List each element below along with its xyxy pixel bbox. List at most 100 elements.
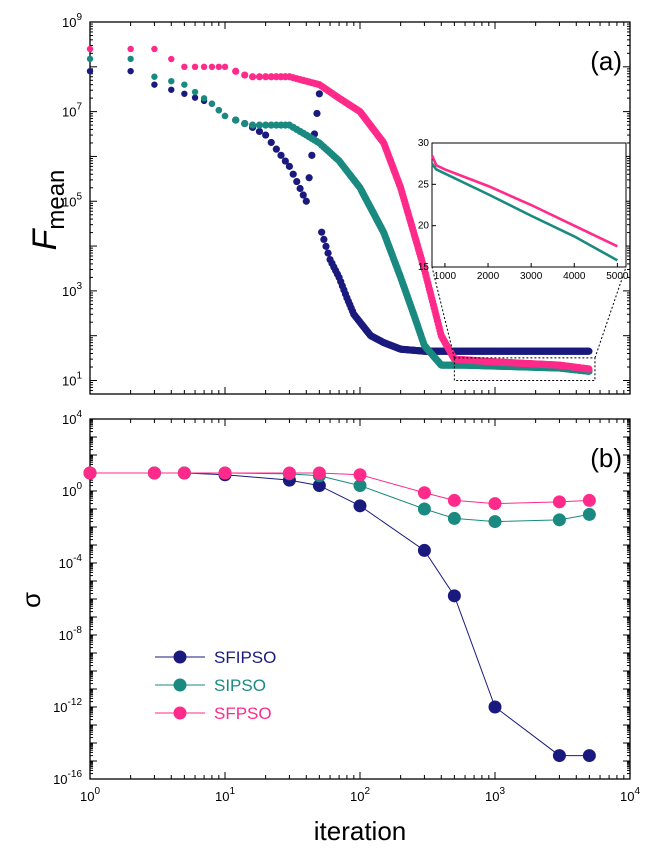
panel-a-point-sfipso [151, 81, 158, 88]
zoom-box [453, 357, 596, 382]
panel-a-label: (a) [590, 46, 622, 76]
inset-x-tick-label: 4000 [563, 271, 586, 282]
panel-b-series [83, 466, 596, 763]
panel-a-point-sfpso [585, 365, 593, 373]
y-tick-label-exp: 5 [76, 191, 82, 202]
panel-a-point-sfipso [86, 67, 94, 75]
x-tick-label: 100 [80, 786, 100, 804]
inset-x-tick-label: 3000 [520, 271, 543, 282]
zoom-connector-left [431, 266, 455, 358]
panel-a-point-sfipso [127, 67, 134, 75]
panel-b-marker-sfpso [488, 497, 502, 511]
panel-a-point-sfipso [322, 242, 330, 250]
legend-label-sipso: SIPSO [214, 676, 266, 695]
inset-y-tick-label: 25 [418, 179, 430, 190]
y-tick-label-base: 10 [53, 772, 67, 787]
panel-b-marker-sfpso [282, 466, 296, 480]
panel-b-marker-sfpso [83, 466, 97, 480]
panel-a-point-sfpso [86, 45, 94, 53]
panel-a-point-sfipso [585, 347, 593, 355]
panel-b-y-axis-title: σ [16, 592, 46, 608]
panel-a-point-sfipso [272, 145, 280, 153]
inset-y-tick-label: 15 [418, 262, 430, 273]
x-tick-label-exp: 3 [499, 786, 505, 797]
panel-a-point-sfpso [221, 63, 229, 71]
panel-a-point-sfipso [299, 191, 307, 199]
panel-a-point-sipso [200, 95, 208, 102]
panel-a-point-sfipso [313, 109, 321, 118]
inset-y-tick-label: 20 [418, 221, 430, 232]
inset-x-tick-label: 5000 [606, 271, 629, 282]
panel-a-point-sfpso [208, 63, 216, 71]
legend-label-sfipso: SFIPSO [214, 648, 276, 667]
panel-b-line-sfpso [90, 472, 590, 505]
y-tick-label: 10-16 [53, 769, 82, 787]
panel-b-marker-sfpso [312, 466, 326, 480]
legend-marker [173, 650, 187, 664]
x-tick-label-exp: 1 [229, 786, 235, 797]
panel-a-point-sfpso [151, 45, 158, 53]
panel-a-point-sfpso [262, 73, 270, 81]
y-tick-label-exp: -16 [68, 769, 83, 780]
y-tick-label-exp: -8 [73, 625, 82, 636]
panel-a-point-sfpso [200, 63, 208, 71]
y-tick-label: 103 [62, 281, 82, 299]
panel-b-marker-sipso [582, 507, 596, 521]
panel-a-point-sfpso [248, 73, 257, 81]
panel-b-marker-sfipso [312, 479, 326, 493]
panel-a-point-sfpso [241, 71, 249, 79]
panel-b: 100 101 102 103 10410-1610-1210-810-4100104 … [16, 409, 640, 846]
y-tick-label-base: 10 [62, 105, 76, 120]
panel-a-point-sfipso [324, 249, 332, 257]
panel-a-point-sfpso [232, 67, 240, 75]
panel-a-point-sipso [221, 112, 229, 120]
panel-b-marker-sfpso [177, 466, 191, 480]
y-tick-label-exp: 9 [76, 12, 82, 23]
panel-a-point-sfpso [255, 73, 264, 81]
panel-a-point-sfpso [181, 63, 188, 71]
panel-a-point-sipso [255, 121, 264, 129]
x-axis-title: iteration [314, 816, 407, 846]
panel-a-point-sfipso [191, 94, 199, 101]
panel-a-point-sipso [232, 116, 240, 124]
y-tick-label-base: 10 [62, 374, 76, 389]
panel-b-marker-sfipso [552, 749, 566, 763]
y-tick-label-base: 10 [59, 628, 73, 643]
legend-label-sfpso: SFPSO [214, 704, 272, 723]
zoom-indicator [431, 266, 627, 382]
panel-a-point-sfipso [315, 90, 323, 98]
panel-a-point-sipso [151, 73, 158, 80]
y-tick-label-exp: 1 [76, 371, 82, 382]
panel-b-marker-sfpso [147, 466, 161, 480]
panel-b-marker-sfpso [582, 493, 596, 507]
y-tick-label-base: 10 [53, 700, 67, 715]
y-tick-label-base: 10 [59, 556, 73, 571]
panel-b-marker-sfpso [353, 468, 367, 482]
panel-b-marker-sfipso [353, 499, 367, 513]
panel-a-point-sipso [208, 100, 216, 107]
panel-b-label: (b) [590, 443, 622, 473]
panel-b-marker-sfpso [218, 466, 232, 480]
y-tick-label: 109 [62, 12, 82, 30]
x-tick-label-base: 10 [485, 789, 499, 804]
panel-a-point-sfpso [267, 73, 275, 81]
panel-b-line-sipso [90, 472, 590, 523]
panel-a-point-sfpso [127, 45, 134, 53]
y-tick-label: 10-8 [59, 625, 83, 643]
y-title-sub: mean [43, 170, 70, 230]
inset-series [430, 154, 619, 262]
panel-b-marker-sipso [447, 511, 461, 525]
y-tick-label-base: 10 [62, 284, 76, 299]
panel-a-point-sipso [241, 119, 249, 128]
panel-a-point-sipso [168, 77, 175, 85]
y-tick-label-base: 10 [62, 194, 76, 209]
y-tick-label: 105 [62, 191, 82, 209]
panel-a-point-sfpso [168, 55, 175, 63]
y-tick-label-base: 10 [62, 412, 76, 427]
panel-a-point-sfipso [181, 90, 188, 97]
legend: SFIPSO SIPSO SFPSO [155, 648, 276, 723]
panel-b-marker-sfpso [552, 495, 566, 509]
